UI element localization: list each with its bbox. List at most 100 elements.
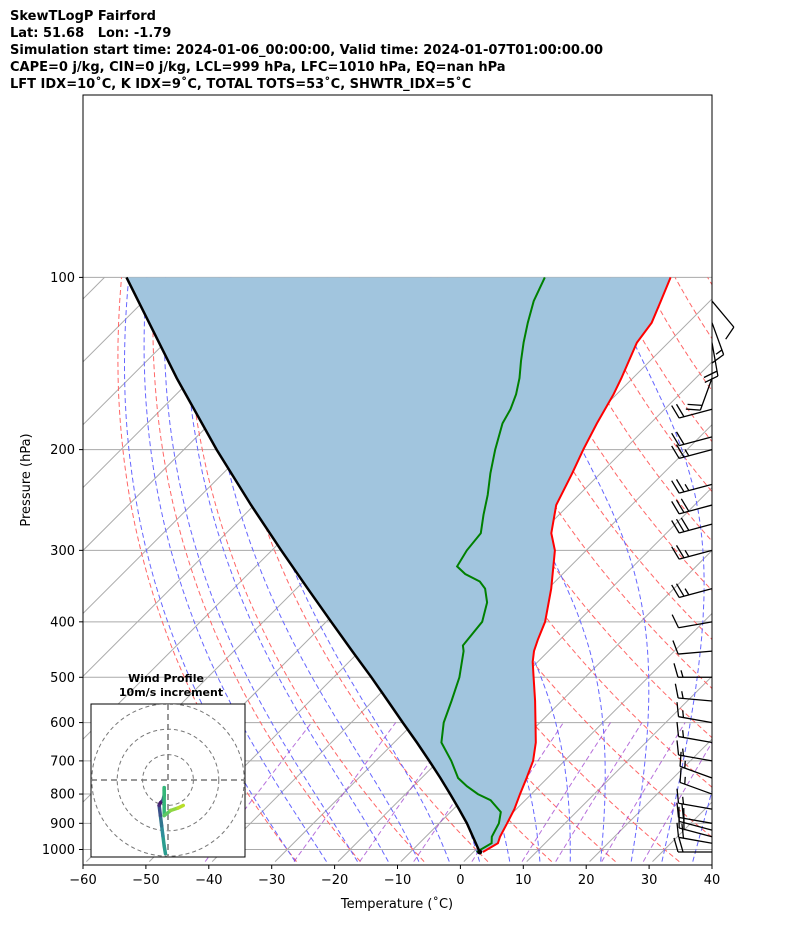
barb-feather (675, 444, 685, 458)
dry-adiabat (446, 277, 712, 690)
y-tick-label: 200 (50, 443, 75, 458)
moist-adiabat (124, 277, 296, 862)
wind-barb (678, 806, 713, 831)
mixing-ratio-line (471, 722, 564, 862)
wind-barb (703, 342, 719, 384)
barb-feather (671, 480, 680, 494)
cape-line: CAPE=0 j/kg, CIN=0 j/kg, LCL=999 hPa, LF… (10, 60, 506, 75)
barb-shaft (678, 549, 713, 560)
barb-shaft (711, 300, 735, 328)
y-axis-label: Pressure (hPa) (19, 433, 34, 526)
y-tick-label: 400 (50, 615, 75, 630)
wind-barb (671, 431, 713, 447)
barb-feather (676, 822, 680, 838)
wind-barb (672, 640, 713, 655)
profile-lines (125, 276, 672, 855)
barb-shaft (678, 504, 713, 515)
barb-shaft (678, 735, 713, 744)
barb-half-feather (680, 670, 684, 678)
time-line: Simulation start time: 2024-01-06_00:00:… (10, 43, 603, 58)
barb-shaft (678, 816, 713, 824)
barb-feather (703, 370, 718, 379)
moist-adiabat (603, 277, 705, 862)
x-tick-label: 0 (456, 873, 464, 888)
barb-half-feather (684, 483, 690, 491)
barb-feather (671, 405, 680, 419)
dewpoint-line (440, 276, 546, 853)
x-tick-label: −20 (321, 873, 348, 888)
wind-barb (671, 614, 713, 629)
barb-feather (675, 583, 685, 597)
wind-barb (676, 788, 713, 810)
y-tick-label: 600 (50, 716, 75, 731)
hodograph-title: Wind Profile (128, 672, 204, 685)
barb-feather (673, 663, 679, 678)
barb-feather (681, 823, 685, 839)
mixing-ratio-line (359, 722, 459, 862)
barb-shaft (678, 754, 713, 762)
x-tick-label: −50 (132, 873, 159, 888)
barb-shaft (678, 697, 713, 702)
surface-point (477, 849, 483, 855)
moist-adiabat (692, 789, 712, 862)
y-tick-label: 500 (50, 671, 75, 686)
barb-shaft (678, 716, 713, 724)
chart-title: SkewTLogP Fairford (10, 9, 156, 24)
wind-barb (679, 751, 713, 779)
wind-barb (673, 837, 712, 853)
barb-feather (676, 722, 680, 737)
barb-half-feather (682, 748, 685, 756)
wind-barb (674, 683, 713, 702)
barb-feather (704, 375, 719, 384)
barb-feather (671, 445, 680, 459)
barb-shaft (679, 781, 713, 795)
isotherm-line (526, 675, 712, 862)
isotherm-line (715, 277, 794, 861)
y-tick-label: 300 (50, 544, 75, 559)
barb-feather (671, 520, 680, 534)
barb-feather (671, 614, 680, 629)
dry-adiabat (152, 277, 361, 862)
moist-adiabat (230, 277, 450, 862)
barb-feather (676, 788, 680, 804)
wind-barb (671, 444, 713, 460)
wind-barb (676, 702, 713, 724)
location-line: Lat: 51.68 Lon: -1.79 (10, 26, 172, 41)
barb-feather (674, 683, 679, 699)
barb-feather (675, 403, 685, 418)
barb-feather (679, 751, 682, 767)
barb-half-feather (682, 710, 685, 718)
mixing-ratio-line (293, 722, 397, 862)
x-axis-label: Temperature (˚C) (340, 896, 453, 912)
barb-half-feather (684, 760, 686, 769)
barb-feather (676, 740, 680, 756)
hodograph-inset: Wind Profile 10m/s increment (90, 672, 246, 858)
y-tick-label: 800 (50, 788, 75, 803)
barb-feather (685, 408, 701, 411)
mixing-ratio-line (204, 722, 312, 862)
barb-feather (675, 479, 685, 493)
wind-barb (671, 479, 713, 494)
barb-shaft (678, 820, 713, 831)
barb-shaft (678, 621, 713, 629)
wind-barb (676, 722, 713, 744)
barb-feather (671, 584, 680, 598)
wind-barb (671, 583, 713, 599)
wind-barb (671, 545, 713, 560)
index-line: LFT IDX=10˚C, K IDX=9˚C, TOTAL TOTS=53˚C… (10, 77, 472, 92)
isotherm-line (589, 738, 712, 862)
barb-half-feather (684, 776, 686, 785)
temperature-line (482, 277, 672, 853)
barb-feather (671, 432, 680, 447)
barb-feather (675, 431, 685, 445)
wind-barb (673, 663, 712, 678)
wind-barb (676, 822, 713, 844)
wind-barb (671, 517, 713, 534)
dry-adiabat (186, 277, 425, 862)
barb-shaft (678, 836, 713, 844)
dry-adiabat (544, 277, 712, 542)
moist-adiabat (206, 277, 420, 862)
barb-feather (725, 326, 735, 340)
barb-feather (672, 640, 679, 655)
